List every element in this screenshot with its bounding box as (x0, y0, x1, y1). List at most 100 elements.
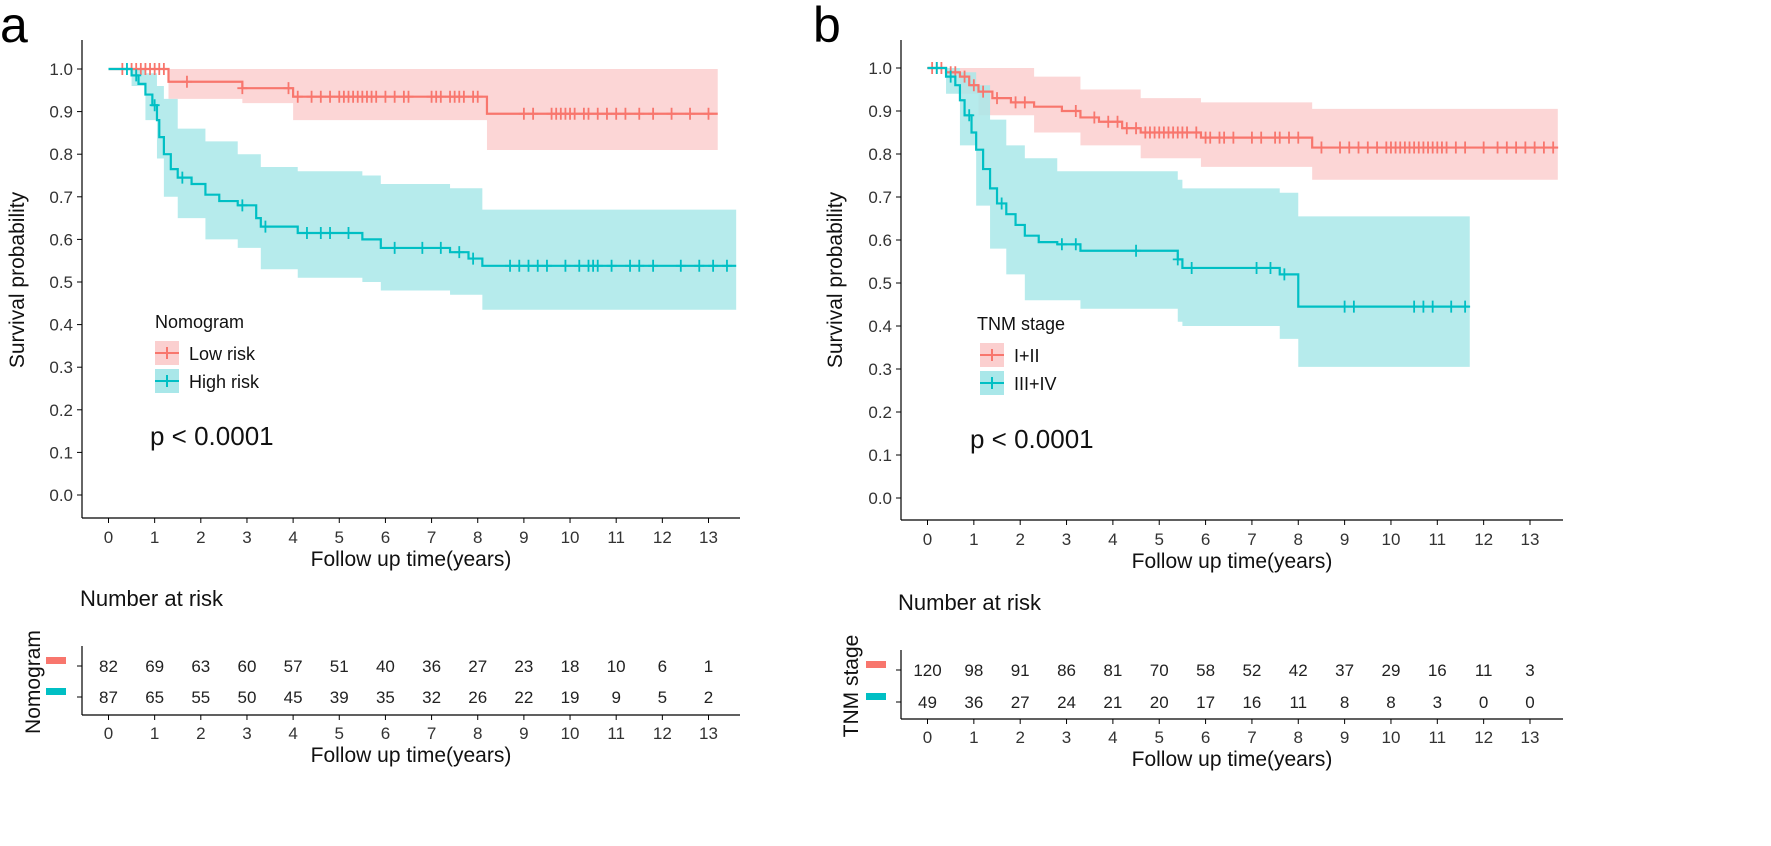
p-value: p < 0.0001 (970, 424, 1094, 454)
censor-mark (931, 62, 942, 74)
risk-count: 6 (658, 657, 667, 676)
censor-mark (1228, 131, 1239, 144)
risk-count: 39 (330, 688, 349, 707)
risk-count: 87 (99, 688, 118, 707)
risk-count: 16 (1428, 661, 1447, 680)
risk-x-axis-title: Follow up time(years) (1132, 748, 1333, 771)
x-tick-label: 7 (1247, 530, 1256, 549)
censor-mark (1205, 131, 1216, 144)
risk-x-tick-label: 8 (1294, 728, 1303, 747)
risk-count: 11 (1289, 693, 1307, 712)
risk-count: 86 (1057, 661, 1076, 680)
risk-count: 82 (99, 657, 118, 676)
censor-mark (389, 241, 400, 254)
censor-mark (703, 107, 714, 120)
risk-table-title: Number at risk (80, 586, 224, 611)
censor-mark (1492, 141, 1503, 154)
risk-count: 27 (468, 657, 487, 676)
x-tick-label: 3 (1062, 530, 1071, 549)
risk-x-tick-label: 6 (1201, 728, 1210, 747)
risk-count: 11 (1475, 661, 1493, 680)
censor-mark (592, 107, 603, 120)
censor-mark (620, 107, 631, 120)
censor-mark (315, 90, 326, 103)
risk-x-tick-label: 8 (473, 724, 482, 743)
censor-mark (158, 63, 169, 75)
censor-mark (315, 227, 326, 240)
risk-count: 32 (422, 688, 441, 707)
censor-mark (1460, 141, 1471, 154)
censor-mark (343, 227, 354, 240)
risk-count: 1 (704, 657, 713, 676)
legend-item-0: I+II (1014, 346, 1040, 366)
risk-count: 27 (1011, 693, 1030, 712)
risk-count: 40 (376, 657, 395, 676)
censor-mark (472, 90, 483, 103)
censor-mark (959, 70, 970, 83)
censor-mark (1372, 141, 1383, 154)
censor-mark (403, 90, 414, 103)
risk-x-tick-label: 1 (150, 724, 159, 743)
risk-count: 16 (1242, 693, 1261, 712)
y-tick-label: 0.0 (49, 486, 73, 505)
censor-mark (1409, 300, 1420, 313)
x-axis-title: Follow up time(years) (311, 548, 512, 571)
y-tick-label: 0.9 (49, 103, 73, 122)
risk-count: 98 (964, 661, 983, 680)
risk-x-tick-label: 0 (923, 728, 932, 747)
censor-mark (666, 107, 677, 120)
risk-count: 8 (1386, 693, 1395, 712)
y-tick-label: 0.2 (868, 403, 892, 422)
x-tick-label: 8 (473, 528, 482, 547)
censor-mark (325, 227, 336, 240)
x-tick-label: 0 (923, 530, 932, 549)
risk-x-tick-label: 13 (1521, 728, 1540, 747)
risk-count: 2 (704, 688, 713, 707)
censor-mark (1446, 300, 1457, 313)
survival-curve-1 (108, 67, 737, 267)
y-tick-label: 0.5 (868, 274, 892, 293)
risk-x-tick-label: 3 (1062, 728, 1071, 747)
y-tick-label: 1.0 (868, 59, 892, 78)
censor-mark (592, 259, 603, 272)
censor-mark (1131, 244, 1142, 257)
censor-mark (454, 246, 465, 259)
censor-mark (325, 90, 336, 103)
legend-key-icon (980, 349, 1004, 361)
risk-count: 49 (918, 693, 937, 712)
censor-mark (978, 85, 989, 98)
risk-count: 70 (1150, 661, 1169, 680)
y-tick-label: 0.0 (868, 489, 892, 508)
risk-count: 35 (376, 688, 395, 707)
x-tick-label: 6 (381, 528, 390, 547)
censor-mark (283, 82, 294, 95)
risk-count: 17 (1196, 693, 1215, 712)
risk-count: 51 (330, 657, 349, 676)
censor-mark (528, 107, 539, 120)
y-tick-label: 0.7 (868, 188, 892, 207)
censor-mark (1256, 131, 1267, 144)
censor-mark (1219, 131, 1230, 144)
risk-count: 29 (1382, 661, 1401, 680)
x-tick-label: 9 (1340, 530, 1349, 549)
risk-x-tick-label: 0 (104, 724, 113, 743)
censor-mark (1191, 126, 1202, 139)
censor-mark (1070, 238, 1081, 251)
risk-count: 37 (1335, 661, 1354, 680)
risk-x-tick-label: 3 (242, 724, 251, 743)
y-tick-label: 0.9 (868, 102, 892, 121)
risk-x-tick-label: 10 (1382, 728, 1401, 747)
y-tick-label: 0.8 (868, 145, 892, 164)
censor-mark (1353, 141, 1364, 154)
y-tick-label: 0.3 (868, 360, 892, 379)
x-tick-label: 12 (653, 528, 672, 547)
x-tick-label: 7 (427, 528, 436, 547)
x-tick-label: 5 (335, 528, 344, 547)
risk-count: 91 (1011, 661, 1030, 680)
risk-x-tick-label: 4 (288, 724, 297, 743)
risk-x-tick-label: 4 (1108, 728, 1117, 747)
censor-mark (1538, 141, 1549, 154)
risk-x-tick-label: 5 (1154, 728, 1163, 747)
risk-count: 19 (561, 688, 580, 707)
risk-count: 57 (284, 657, 303, 676)
